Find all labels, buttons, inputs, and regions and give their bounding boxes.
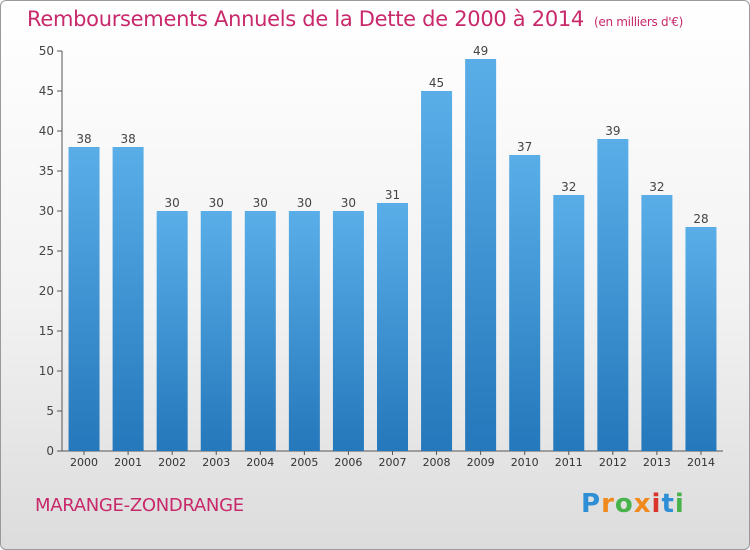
x-tick-label: 2013	[643, 456, 671, 469]
logo-letter: i	[651, 489, 662, 519]
y-tick-label: 5	[46, 404, 54, 418]
y-tick-label: 25	[39, 244, 54, 258]
bar	[244, 211, 276, 451]
x-tick-label: 2012	[599, 456, 627, 469]
data-label: 37	[517, 140, 532, 154]
y-tick-label: 35	[39, 164, 54, 178]
x-tick-label: 2011	[555, 456, 583, 469]
x-tick-label: 2002	[158, 456, 186, 469]
data-label: 32	[649, 180, 664, 194]
bar	[68, 147, 100, 451]
bar	[156, 211, 188, 451]
proxiti-logo: Proxiti	[581, 489, 685, 519]
x-tick-label: 2005	[290, 456, 318, 469]
logo-letter: t	[661, 489, 675, 519]
commune-name: MARANGE-ZONDRANGE	[35, 495, 244, 516]
bar	[421, 91, 453, 451]
bar	[465, 59, 497, 451]
data-label: 32	[561, 180, 576, 194]
bar	[597, 139, 629, 451]
y-tick-label: 50	[39, 44, 54, 58]
bar	[509, 155, 541, 451]
x-tick-label: 2008	[423, 456, 451, 469]
y-tick-label: 15	[39, 324, 54, 338]
bar	[288, 211, 320, 451]
x-tick-label: 2001	[114, 456, 142, 469]
chart-unit: (en milliers d'€)	[594, 15, 684, 29]
bar	[112, 147, 144, 451]
x-tick-label: 2007	[379, 456, 407, 469]
chart-title: Remboursements Annuels de la Dette de 20…	[27, 7, 683, 31]
y-tick-label: 20	[39, 284, 54, 298]
x-tick-label: 2009	[467, 456, 495, 469]
chart-title-text: Remboursements Annuels de la Dette de 20…	[27, 7, 584, 31]
bar	[685, 227, 717, 451]
logo-letter: x	[633, 489, 652, 519]
y-tick-label: 10	[39, 364, 54, 378]
bar	[641, 195, 673, 451]
y-tick-label: 30	[39, 204, 54, 218]
x-tick-label: 2000	[70, 456, 98, 469]
data-label: 38	[120, 132, 135, 146]
data-label: 49	[473, 44, 488, 58]
data-label: 45	[429, 76, 444, 90]
x-tick-label: 2014	[687, 456, 715, 469]
y-tick-label: 45	[39, 84, 54, 98]
data-label: 38	[76, 132, 91, 146]
bar	[377, 203, 408, 451]
data-label: 39	[605, 124, 620, 138]
data-label: 30	[297, 196, 312, 210]
y-tick-label: 0	[46, 444, 54, 458]
x-tick-label: 2006	[334, 456, 362, 469]
logo-letter: i	[674, 489, 685, 519]
bar	[332, 211, 364, 451]
logo-letter: o	[614, 489, 634, 519]
logo-letter: P	[581, 489, 602, 519]
bar	[200, 211, 232, 451]
bar	[553, 195, 585, 451]
data-label: 30	[341, 196, 356, 210]
logo-letter: r	[601, 489, 615, 519]
data-label: 30	[165, 196, 180, 210]
x-tick-label: 2004	[246, 456, 274, 469]
data-label: 30	[209, 196, 224, 210]
data-label: 30	[253, 196, 268, 210]
data-label: 31	[385, 188, 400, 202]
x-tick-label: 2010	[511, 456, 539, 469]
y-tick-label: 40	[39, 124, 54, 138]
data-label: 28	[693, 212, 708, 226]
x-tick-label: 2003	[202, 456, 230, 469]
